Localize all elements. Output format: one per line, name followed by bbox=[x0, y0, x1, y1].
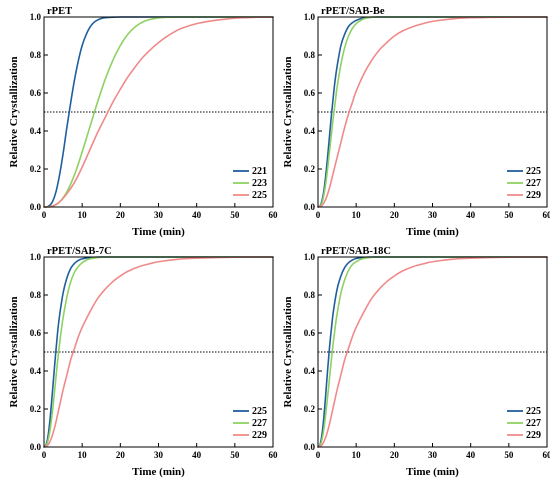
x-tick-label: 0 bbox=[316, 210, 321, 220]
x-tick-label: 40 bbox=[466, 450, 476, 460]
legend-label-225: 225 bbox=[252, 406, 267, 417]
panel-title: rPET/SAB-18C bbox=[321, 246, 391, 257]
legend-label-225: 225 bbox=[526, 406, 541, 417]
x-tick-label: 40 bbox=[192, 450, 202, 460]
x-tick-label: 0 bbox=[42, 210, 47, 220]
chart-panel-1: 0 10 20 30 40 50 60 0.0 0.2 0.4 0.6 0.8 1.0 Time (min… bbox=[8, 6, 278, 238]
y-tick-label: 0.0 bbox=[30, 202, 42, 212]
y-tick-label: 0.0 bbox=[304, 202, 316, 212]
legend-label-223: 223 bbox=[252, 178, 267, 189]
x-tick-label: 10 bbox=[352, 210, 362, 220]
y-tick-label: 0.8 bbox=[304, 50, 316, 60]
y-axis-title: Relative Crystallization bbox=[282, 297, 294, 408]
x-tick-label: 50 bbox=[504, 210, 514, 220]
x-axis-title: Time (min) bbox=[406, 466, 459, 478]
y-tick-label: 0.6 bbox=[30, 328, 42, 338]
x-tick-label: 50 bbox=[230, 210, 240, 220]
legend-label-227: 227 bbox=[252, 418, 267, 429]
y-tick-label: 0.4 bbox=[304, 126, 316, 136]
y-axis-title: Relative Crystallization bbox=[8, 297, 20, 408]
y-axis-title: Relative Crystallization bbox=[282, 57, 294, 168]
series-line-229 bbox=[43, 256, 274, 448]
x-tick-label: 10 bbox=[352, 450, 362, 460]
y-tick-label: 0.0 bbox=[30, 442, 42, 452]
y-axis-title: Relative Crystallization bbox=[8, 57, 20, 168]
x-tick-label: 40 bbox=[192, 210, 202, 220]
legend-label-227: 227 bbox=[526, 418, 541, 429]
panel-title: rPET bbox=[47, 6, 72, 17]
x-tick-label: 0 bbox=[316, 450, 321, 460]
x-tick-label: 30 bbox=[428, 210, 438, 220]
legend-label-225: 225 bbox=[526, 166, 541, 177]
y-tick-label: 0.6 bbox=[304, 328, 316, 338]
y-tick-label: 0.2 bbox=[304, 404, 316, 414]
y-tick-label: 0.2 bbox=[304, 164, 316, 174]
series-line-229 bbox=[317, 256, 548, 448]
y-tick-label: 0.2 bbox=[30, 404, 42, 414]
x-tick-label: 0 bbox=[42, 450, 47, 460]
legend-label-229: 229 bbox=[526, 430, 541, 441]
y-tick-label: 0.4 bbox=[30, 366, 42, 376]
x-tick-label: 20 bbox=[116, 210, 126, 220]
y-tick-label: 0.0 bbox=[304, 442, 316, 452]
y-tick-label: 0.2 bbox=[30, 164, 42, 174]
y-tick-label: 0.4 bbox=[30, 126, 42, 136]
x-tick-label: 20 bbox=[116, 450, 126, 460]
x-tick-label: 60 bbox=[543, 450, 550, 460]
x-axis-title: Time (min) bbox=[132, 226, 185, 238]
x-tick-label: 50 bbox=[230, 450, 240, 460]
panel-title: rPET/SAB-7C bbox=[47, 246, 112, 257]
chart-panel-2: 0 10 20 30 40 50 60 0.0 0.2 0.4 0.6 0.8 1.0 Time (min… bbox=[282, 6, 550, 238]
y-tick-label: 0.6 bbox=[30, 88, 42, 98]
x-tick-label: 20 bbox=[390, 210, 400, 220]
series-line-229 bbox=[317, 16, 548, 208]
x-tick-label: 60 bbox=[269, 450, 279, 460]
y-tick-label: 0.6 bbox=[304, 88, 316, 98]
panel-title: rPET/SAB-Be bbox=[321, 6, 385, 17]
series-line-225 bbox=[43, 16, 274, 208]
x-tick-label: 30 bbox=[154, 210, 164, 220]
x-tick-label: 10 bbox=[78, 450, 88, 460]
x-tick-label: 50 bbox=[504, 450, 514, 460]
y-tick-label: 1.0 bbox=[30, 12, 42, 22]
x-tick-label: 30 bbox=[428, 450, 438, 460]
y-tick-label: 0.4 bbox=[304, 366, 316, 376]
chart-panel-4: 0 10 20 30 40 50 60 0.0 0.2 0.4 0.6 0.8 1.0 Time (min… bbox=[282, 246, 550, 478]
x-tick-label: 30 bbox=[154, 450, 164, 460]
legend-label-229: 229 bbox=[526, 190, 541, 201]
x-tick-label: 40 bbox=[466, 210, 476, 220]
legend-label-225: 225 bbox=[252, 190, 267, 201]
x-axis-title: Time (min) bbox=[132, 466, 185, 478]
y-tick-label: 0.8 bbox=[30, 50, 42, 60]
y-tick-label: 1.0 bbox=[304, 252, 316, 262]
x-tick-label: 60 bbox=[269, 210, 279, 220]
x-axis-title: Time (min) bbox=[406, 226, 459, 238]
series-line-227 bbox=[43, 256, 274, 448]
x-tick-label: 20 bbox=[390, 450, 400, 460]
y-tick-label: 1.0 bbox=[304, 12, 316, 22]
y-tick-label: 0.8 bbox=[304, 290, 316, 300]
legend-label-221: 221 bbox=[252, 166, 267, 177]
legend-label-229: 229 bbox=[252, 430, 267, 441]
y-tick-label: 0.8 bbox=[30, 290, 42, 300]
x-tick-label: 60 bbox=[543, 210, 550, 220]
legend-label-227: 227 bbox=[526, 178, 541, 189]
y-tick-label: 1.0 bbox=[30, 252, 42, 262]
x-tick-label: 10 bbox=[78, 210, 88, 220]
chart-panel-3: 0 10 20 30 40 50 60 0.0 0.2 0.4 0.6 0.8 1.0 Time (min… bbox=[8, 246, 278, 478]
